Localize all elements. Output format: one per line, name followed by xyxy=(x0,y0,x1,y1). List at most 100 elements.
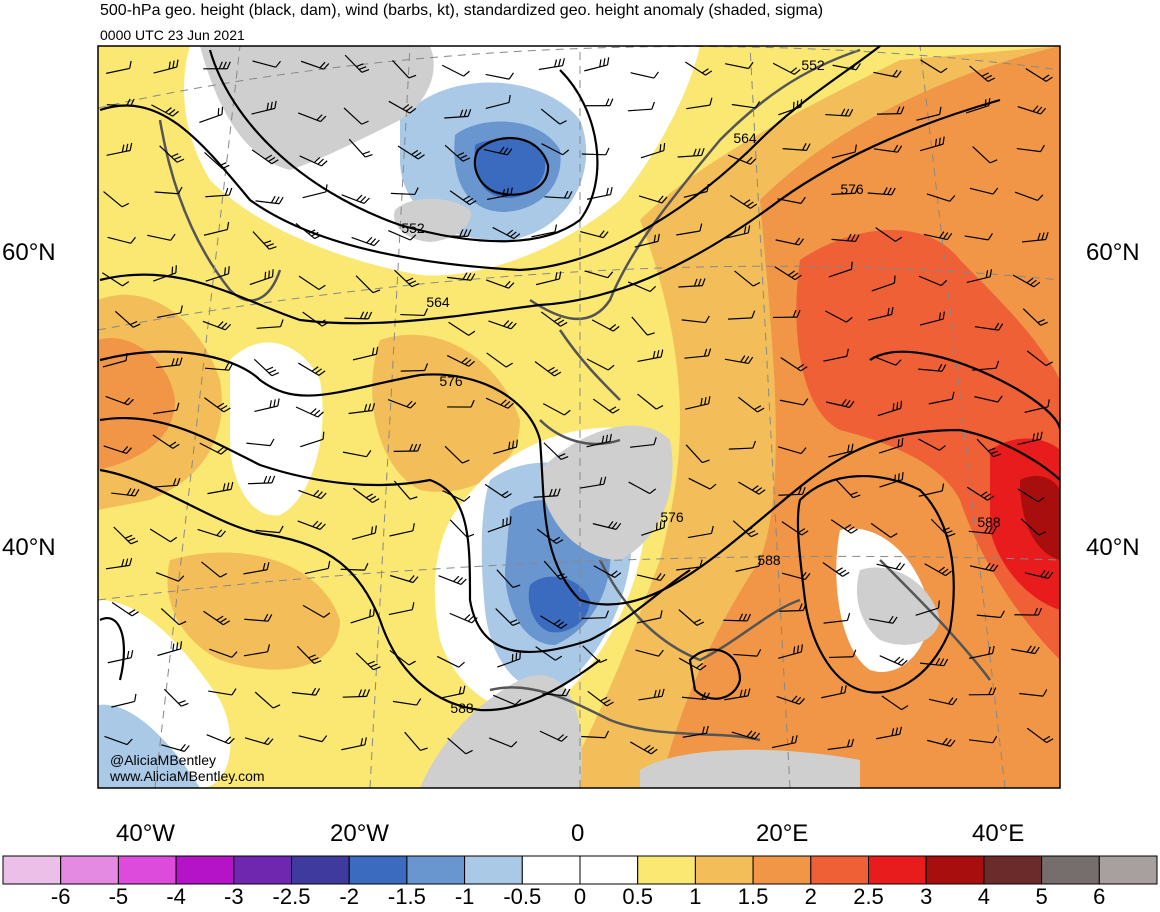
wind-barb xyxy=(876,726,903,740)
credit-website: www.AliciaMBentley.com xyxy=(110,768,265,784)
wind-barb xyxy=(876,562,906,571)
africa-mask xyxy=(420,674,582,788)
wind-barb xyxy=(351,236,380,247)
wind-barb xyxy=(400,363,429,372)
lon-label-20e: 20°E xyxy=(756,820,809,847)
wind-barb xyxy=(251,100,277,115)
wind-barb xyxy=(735,558,762,572)
wind-barb xyxy=(1024,399,1050,413)
wind-barb xyxy=(342,689,371,698)
wind-barb xyxy=(297,112,327,123)
wind-barb xyxy=(394,269,420,288)
wind-barb xyxy=(544,190,573,199)
wind-barb xyxy=(535,271,562,286)
wind-barb xyxy=(153,59,179,74)
wind-barb xyxy=(111,693,137,708)
colorbar-swatch xyxy=(1041,855,1100,885)
wind-barb xyxy=(103,445,132,454)
wind-barb xyxy=(199,442,228,455)
wind-barb xyxy=(592,398,620,414)
wind-barb xyxy=(581,730,610,739)
wind-barb xyxy=(447,272,476,281)
wind-barb xyxy=(161,743,190,752)
wind-barb xyxy=(106,142,133,156)
wind-barb xyxy=(157,305,183,319)
wind-barb xyxy=(778,99,803,116)
anomaly-fill-positive-1-sw xyxy=(167,552,340,670)
wind-barb xyxy=(300,431,325,448)
wind-barb xyxy=(205,187,233,198)
wind-barb xyxy=(113,526,139,545)
lon-label-20w: 20°W xyxy=(330,820,389,847)
colorbar-tick-label: -6 xyxy=(50,884,71,909)
wind-barb xyxy=(915,600,940,616)
wind-barb xyxy=(1014,607,1043,616)
wind-barb xyxy=(103,191,130,208)
wind-barb xyxy=(111,488,140,497)
wind-barb xyxy=(341,737,367,751)
wind-barb xyxy=(244,737,274,746)
wind-barb xyxy=(919,136,945,152)
colorbar-tick-label: -1.5 xyxy=(387,884,426,909)
wind-barb xyxy=(153,402,180,415)
chart-title: 500-hPa geo. height (black, dam), wind (… xyxy=(100,2,824,19)
wind-barb xyxy=(676,223,703,236)
wind-barb xyxy=(634,233,660,248)
wind-barb xyxy=(631,316,655,336)
wind-barb xyxy=(1016,144,1045,153)
wind-barb xyxy=(302,184,328,199)
wind-barb xyxy=(686,97,713,110)
wind-barb xyxy=(255,525,284,534)
colorbar-swatch xyxy=(868,855,927,885)
wind-barb xyxy=(302,604,331,618)
wind-barb xyxy=(485,94,511,110)
wind-barb xyxy=(449,190,477,206)
wind-barb xyxy=(641,520,666,536)
wind-barb xyxy=(821,685,847,699)
wind-barb xyxy=(1012,274,1041,288)
wind-barb xyxy=(924,563,952,577)
wind-barb xyxy=(446,355,475,367)
wind-barb xyxy=(295,406,324,418)
wind-barb xyxy=(542,403,571,416)
colorbar-swatch xyxy=(117,855,177,885)
wind-barb xyxy=(1026,350,1054,367)
wind-barb xyxy=(919,311,945,326)
wind-barb xyxy=(836,479,861,499)
wind-barb xyxy=(397,145,425,160)
wind-barb xyxy=(484,483,512,499)
wind-barb xyxy=(586,186,613,200)
wind-barb xyxy=(153,477,181,488)
wind-barb xyxy=(344,311,373,320)
wind-barb xyxy=(580,230,609,239)
wind-barb xyxy=(154,186,183,195)
wind-barb xyxy=(352,346,379,361)
wind-barb xyxy=(207,481,234,495)
colorbar-tick-label: 2.5 xyxy=(853,884,884,909)
wind-barb xyxy=(582,645,608,663)
colorbar-tick-label: -2 xyxy=(339,884,359,909)
wind-barb xyxy=(355,275,381,294)
wind-barb xyxy=(969,65,996,82)
wind-barb xyxy=(676,559,703,571)
wind-barb xyxy=(247,475,276,485)
colorbar-tick-label: 1 xyxy=(689,884,702,909)
wind-barb xyxy=(444,144,471,162)
wind-barb xyxy=(448,321,476,336)
wind-barb xyxy=(304,560,331,575)
colorbar-tick-label: -2.5 xyxy=(272,884,311,909)
wind-barb xyxy=(825,108,854,117)
colorbar-tick-label: 2 xyxy=(804,884,817,909)
wind-barb xyxy=(155,572,185,582)
wind-barb xyxy=(627,281,657,293)
wind-barb xyxy=(297,520,326,531)
wind-barb xyxy=(581,147,610,156)
wind-barb xyxy=(724,225,751,239)
wind-barb xyxy=(1019,689,1048,697)
wind-barb xyxy=(780,357,808,372)
wind-barb xyxy=(969,645,995,659)
wind-barb xyxy=(637,393,664,410)
wind-barb xyxy=(723,613,752,622)
wind-barb xyxy=(389,523,415,537)
wind-barb xyxy=(916,106,942,121)
